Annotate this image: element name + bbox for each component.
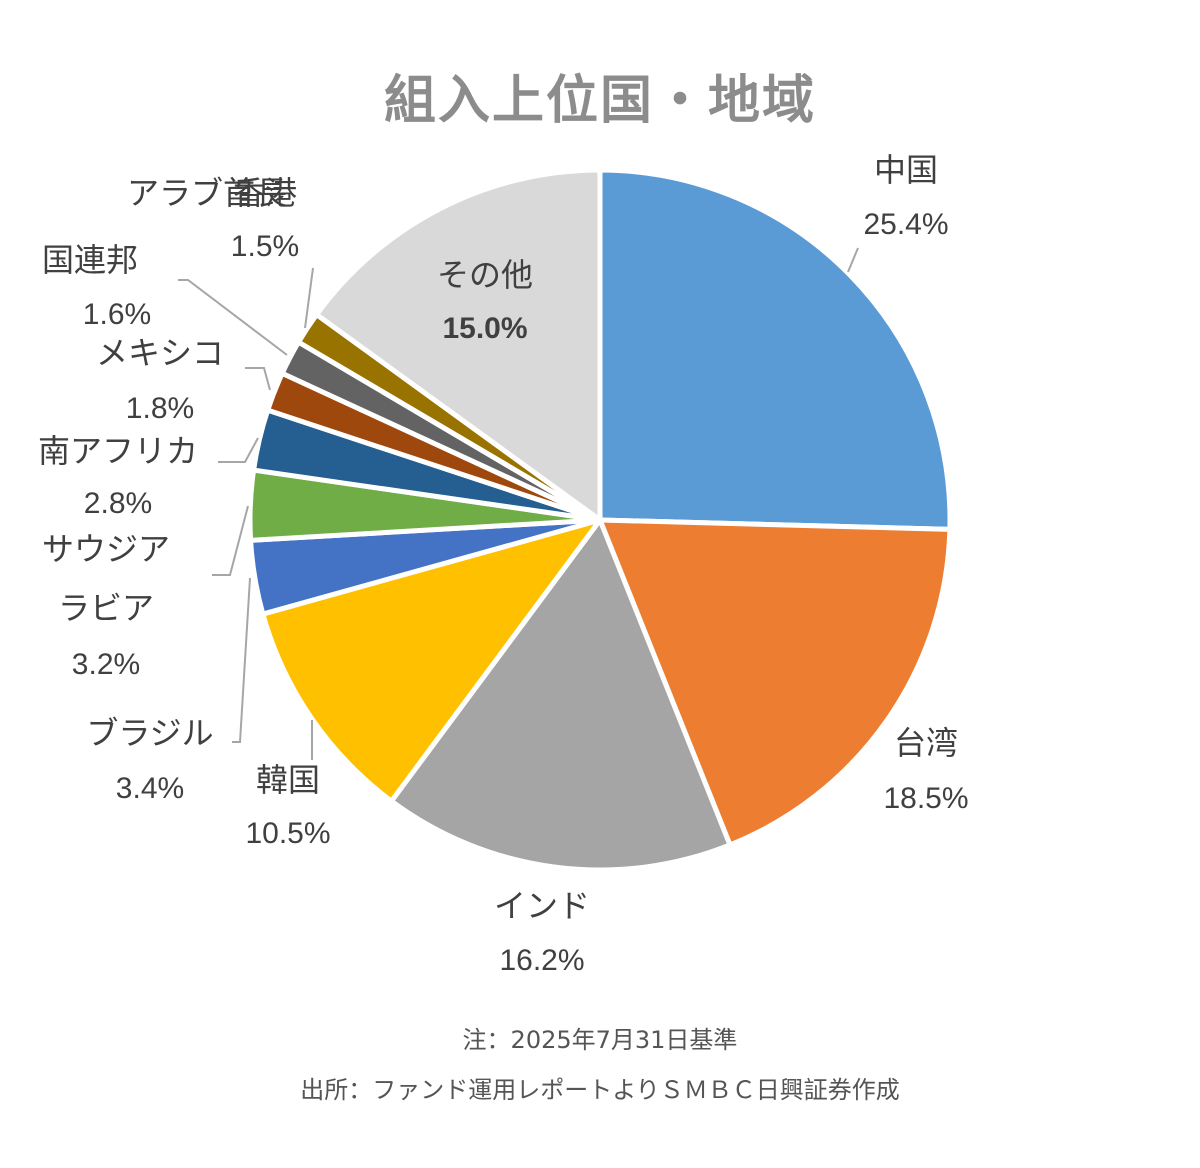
slice-value-label-2: 16.2% — [499, 944, 584, 977]
slice-value-label-9: 1.5% — [231, 230, 299, 263]
slice-value-label-10: 15.0% — [442, 312, 527, 345]
pie-slice-10 — [314, 167, 603, 523]
leader-line-4 — [232, 577, 251, 743]
chart-note: 注：2025年7月31日基準 — [462, 1026, 738, 1054]
slice-name-label-4: ブラジル — [86, 714, 213, 752]
slice-name-label-3: 韓国 — [256, 761, 320, 799]
leader-line-6 — [218, 437, 259, 463]
slice-value-label-4: 3.4% — [116, 772, 184, 805]
slice-name-label-9: 香港 — [233, 174, 297, 212]
leader-line-5 — [212, 505, 249, 576]
slice-value-label-5: 3.2% — [72, 648, 140, 681]
slice-name-label-2: インド — [494, 887, 590, 925]
slice-name-label-1: 台湾 — [894, 724, 958, 762]
slice-value-label-6: 2.8% — [84, 487, 152, 520]
pie-slice-1 — [597, 517, 953, 848]
pie-slice-0 — [597, 167, 953, 532]
slice-name-label-0: 中国 — [874, 151, 938, 189]
slice-name-label-8-1: アラブ首長 — [127, 174, 287, 212]
leader-line-7 — [245, 367, 271, 391]
slice-name-label-10: その他 — [437, 256, 533, 294]
slice-value-label-3: 10.5% — [245, 817, 330, 850]
leader-line-0 — [847, 247, 859, 273]
chart-source: 出所：ファンド運用レポートよりＳＭＢＣ日興証券作成 — [300, 1076, 900, 1104]
slice-value-label-8: 1.6% — [83, 298, 151, 331]
slice-value-label-0: 25.4% — [863, 208, 948, 241]
slice-name-label-5-0: サウジア — [42, 530, 170, 568]
leader-line-8 — [178, 279, 288, 356]
slice-name-label-6: 南アフリカ — [38, 432, 198, 470]
slice-value-label-1: 18.5% — [883, 782, 968, 815]
chart-title: 組入上位国・地域 — [383, 71, 816, 131]
pie-slice-3 — [260, 517, 603, 804]
slice-name-label-8-0: 国連邦 — [42, 241, 138, 279]
slice-name-label-5-1: ラビア — [58, 589, 154, 627]
leader-line-9 — [304, 267, 314, 329]
slice-name-label-7: メキシコ — [96, 334, 224, 372]
slice-value-label-7: 1.8% — [126, 392, 194, 425]
pie-slice-2 — [388, 517, 733, 873]
